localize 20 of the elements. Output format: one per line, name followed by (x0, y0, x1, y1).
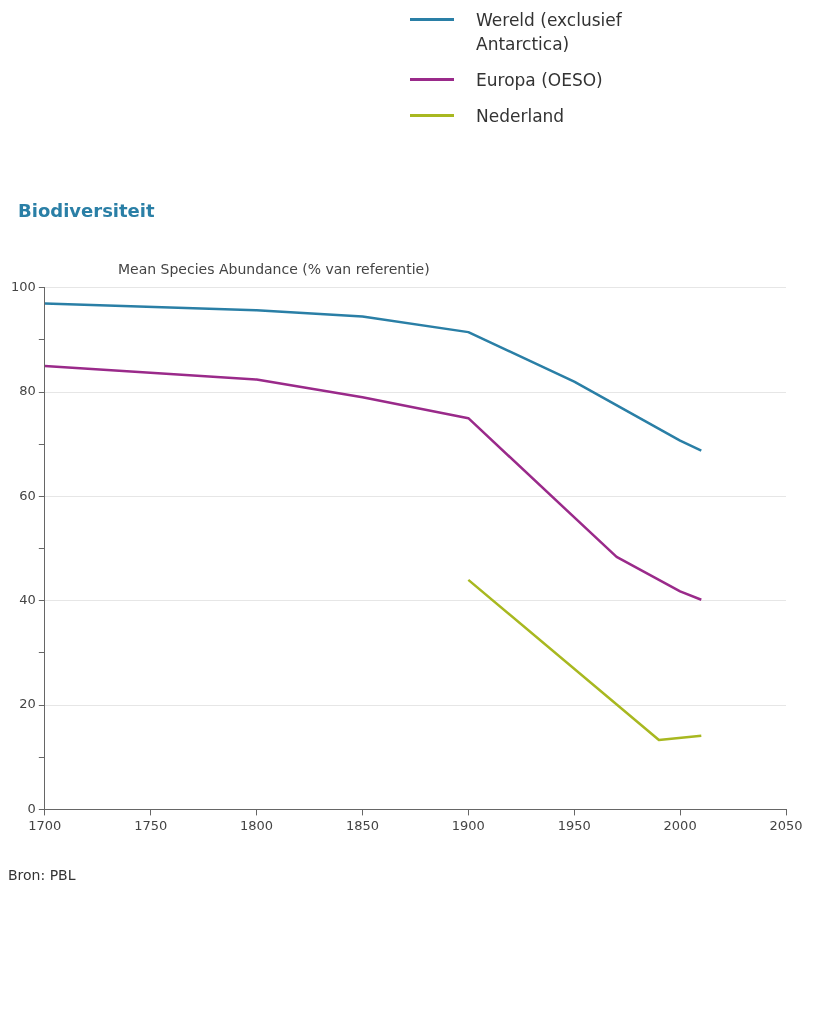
y-tick-label: 100 (10, 279, 36, 295)
x-tick-label: 1700 (28, 817, 62, 833)
x-tick-label: 2000 (663, 817, 697, 833)
y-tick-label: 80 (19, 383, 36, 399)
y-tick-label: 0 (27, 800, 36, 816)
chart-title: Biodiversiteit (18, 200, 156, 221)
text: Bron: PBL (8, 867, 77, 883)
legend-label: Wereld (exclusief Antarctica) (476, 9, 623, 56)
y-tick-label: 40 (19, 592, 36, 608)
x-tick-label: 1900 (451, 817, 485, 833)
legend-label: Nederland (476, 105, 566, 128)
x-tick-label: 1750 (134, 817, 168, 833)
y-tick-label: 20 (19, 696, 36, 712)
y-tick-label: 60 (19, 487, 36, 503)
x-tick-label: 1800 (240, 817, 274, 833)
y-axis-title: Mean Species Abundance (% van referentie) (118, 261, 431, 277)
x-tick-label: 1950 (557, 817, 591, 833)
x-tick-label: 2050 (769, 817, 803, 833)
legend-label: Europa (OESO) (476, 69, 604, 92)
x-tick-label: 1850 (345, 817, 380, 833)
